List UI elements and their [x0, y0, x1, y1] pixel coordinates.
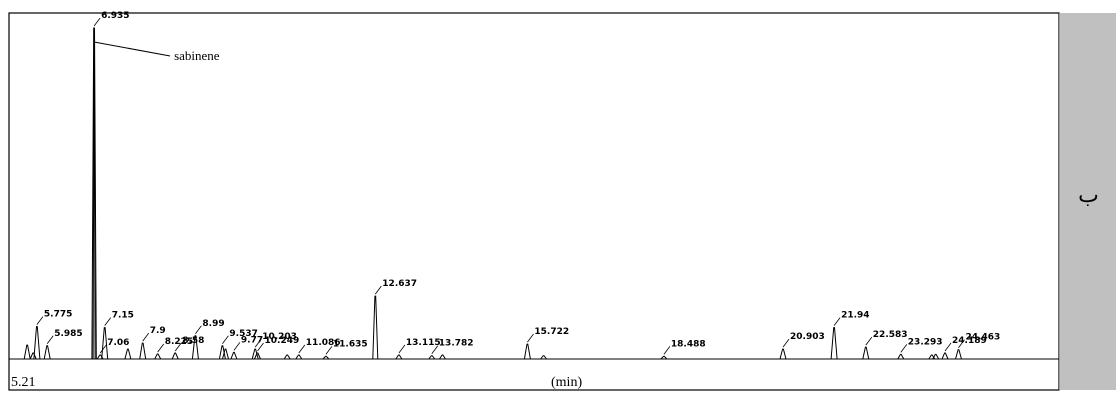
- peak-label-leader: [195, 325, 202, 335]
- chromatogram-peak: [29, 352, 37, 360]
- peak-label: 7.9: [150, 326, 166, 336]
- chromatogram-peak: [171, 352, 179, 360]
- annotation-leader: [94, 41, 171, 57]
- peak-label-leader: [142, 332, 150, 342]
- peak-label: 21.94: [841, 311, 869, 321]
- chromatogram-peak: [96, 354, 104, 360]
- chromatogram-peak: [932, 353, 940, 360]
- annotation-layer: sabinene: [94, 41, 220, 63]
- x-axis-start-label: 5.21: [11, 375, 36, 390]
- peak-label: 6.935: [101, 11, 129, 21]
- peak-label-leader: [157, 343, 165, 353]
- peak-label-leader: [833, 317, 841, 326]
- chromatogram-peak: [540, 355, 547, 360]
- chromatogram-peak: [830, 327, 838, 360]
- side-panel-label: ب: [1078, 183, 1099, 208]
- peak-label-leader: [663, 346, 671, 355]
- compound-annotation: sabinene: [174, 48, 220, 63]
- peak-label-leader: [93, 17, 101, 27]
- chromatogram-peak: [395, 354, 403, 360]
- side-panel: ب: [1059, 13, 1116, 390]
- peak-label-leader: [174, 342, 182, 352]
- peak-label: 9.77: [241, 335, 263, 345]
- chromatogram-peak: [862, 346, 870, 360]
- chromatogram-peak: [372, 295, 379, 360]
- chromatogram-peak: [124, 348, 132, 360]
- peak-label: 5.985: [54, 329, 82, 339]
- chromatogram-peak-core: [92, 27, 96, 360]
- peak-label: 10.249: [265, 336, 300, 346]
- chromatogram-peak: [254, 352, 261, 360]
- peaks-layer: [23, 27, 962, 360]
- peak-label-leader: [257, 342, 264, 352]
- peak-label-leader: [222, 335, 229, 345]
- peak-label: 15.722: [534, 327, 569, 337]
- peak-label-leader: [254, 338, 262, 348]
- peak-label-leader: [36, 316, 44, 325]
- chromatogram-peak: [322, 355, 330, 360]
- chromatogram-peak: [660, 355, 668, 360]
- peak-label-leader: [782, 338, 790, 348]
- peak-label-leader: [944, 342, 952, 352]
- chromatogram-peak: [428, 355, 436, 360]
- peak-label: 7.06: [107, 338, 129, 348]
- chromatogram-peak: [191, 335, 199, 360]
- chromatogram-peak: [230, 351, 238, 360]
- peak-label: 8.58: [182, 336, 204, 346]
- peak-label-leader: [233, 342, 241, 351]
- peak-label-leader: [431, 345, 439, 354]
- peak-label: 8.225: [165, 337, 193, 347]
- peak-label: 13.782: [439, 339, 474, 349]
- peak-label: 5.775: [44, 310, 72, 320]
- peak-label: 13.115: [406, 338, 441, 348]
- peak-label-leader: [46, 335, 54, 345]
- peak-label-leader: [865, 336, 873, 346]
- peak-label: 11.086: [306, 338, 341, 348]
- peak-label: 18.488: [671, 339, 706, 349]
- peak-label-leader: [958, 339, 965, 348]
- peak-label-leader: [298, 344, 306, 354]
- chromatogram-peak: [33, 326, 41, 360]
- chromatogram-peak: [295, 354, 303, 360]
- peak-label: 7.15: [112, 311, 134, 321]
- peak-label: 24.189: [952, 336, 987, 346]
- chromatogram-peak: [101, 327, 109, 360]
- chromatogram-peak: [23, 344, 31, 360]
- peak-label: 11.635: [333, 339, 368, 349]
- peak-label-leader: [374, 285, 382, 295]
- chromatogram-peak: [43, 345, 51, 360]
- peak-label: 9.537: [229, 329, 257, 339]
- chromatogram-peak: [154, 353, 162, 360]
- peak-label-leader: [104, 317, 112, 326]
- peak-label: 12.637: [382, 279, 417, 289]
- peak-label-leader: [398, 344, 406, 354]
- peak-label-leader: [900, 344, 908, 353]
- peak-label-leader: [325, 346, 333, 355]
- peak-label: 24.463: [966, 333, 1001, 343]
- chromatogram-peak: [955, 349, 962, 360]
- chromatogram-peak: [941, 352, 949, 360]
- chromatogram-peak: [222, 348, 229, 360]
- peak-label: 22.583: [873, 330, 908, 340]
- x-axis-title: (min): [551, 375, 582, 390]
- peak-label: 23.293: [908, 337, 943, 347]
- peak-label-leader: [527, 333, 534, 343]
- chromatogram-peak: [139, 342, 147, 360]
- peak-label: 8.99: [202, 319, 224, 329]
- chromatogram-peak: [523, 343, 531, 360]
- peak-label-leader: [99, 344, 107, 354]
- chromatogram-peak: [897, 353, 905, 360]
- chromatogram-peak: [439, 354, 446, 360]
- peak-label: 10.203: [262, 332, 297, 342]
- chromatogram-peak: [779, 348, 787, 360]
- chromatogram-peak: [283, 354, 291, 360]
- peak-label: 20.903: [790, 332, 825, 342]
